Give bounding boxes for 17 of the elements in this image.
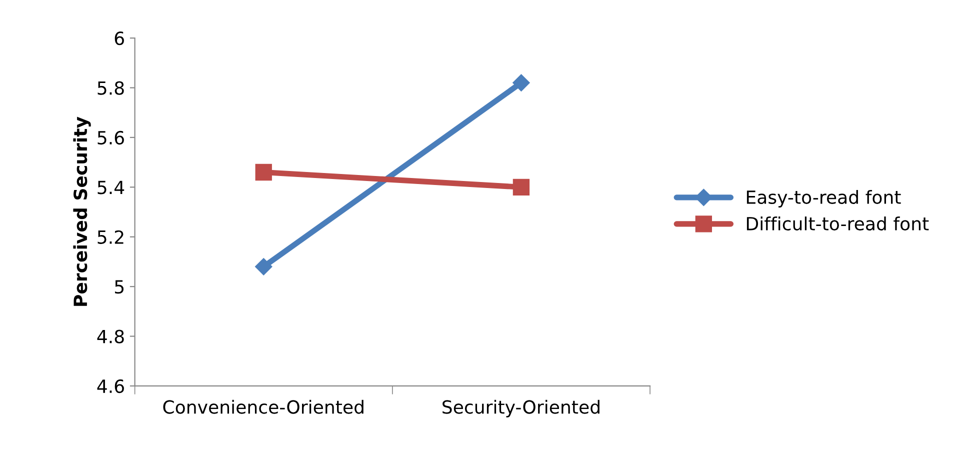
point	[255, 164, 272, 181]
y-tick-label: 5.2	[98, 230, 124, 244]
y-tick-label: 4.6	[97, 379, 124, 394]
y-tick-label: 5.8	[98, 81, 124, 95]
y-tick-label: 4.8	[97, 330, 124, 344]
point	[255, 258, 272, 276]
legend-label: Difficult-to-read font	[746, 216, 929, 230]
point	[512, 178, 530, 196]
legend-label: Easy-to-read font	[746, 190, 901, 208]
y-tick-label: 5	[115, 280, 124, 294]
x-tick-label: Convenience-Oriented	[163, 400, 364, 414]
point	[512, 74, 530, 92]
y-axis-title: Perceived Security	[73, 116, 91, 306]
y-tick-label: 5.6	[98, 130, 124, 145]
y-tick-label: 5.4	[98, 180, 124, 194]
x-tick-label: Security-Oriented	[442, 400, 600, 418]
y-tick-label: 6	[114, 32, 124, 46]
